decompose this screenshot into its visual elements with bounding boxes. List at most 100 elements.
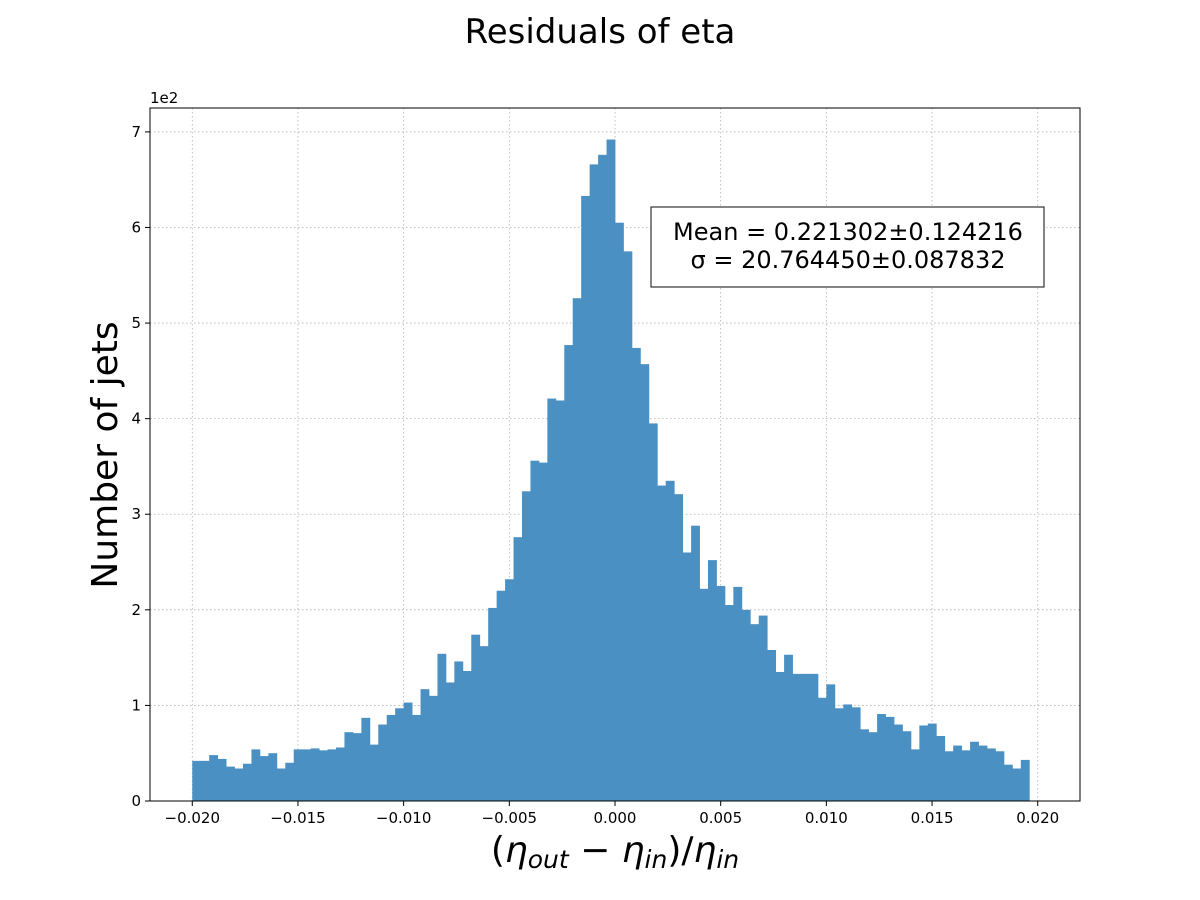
histogram-bar (209, 755, 219, 801)
histogram-bar (995, 751, 1005, 801)
y-tick-label: 5 (131, 314, 141, 332)
y-scale-label: 1e2 (150, 89, 178, 107)
chart-title: Residuals of eta (464, 12, 736, 52)
histogram-bar (369, 744, 379, 801)
histogram-bar (344, 732, 354, 801)
histogram-bar (429, 695, 438, 801)
histogram-bar (538, 462, 548, 801)
histogram-bar (809, 673, 819, 801)
ticks-layer: −0.020 −0.015 −0.010 −0.005 0.000 0.005 0.010 0… (131, 123, 1059, 827)
x-tick-label: 0.020 (1016, 809, 1059, 827)
histogram-bar (970, 741, 979, 801)
histogram-bar (657, 485, 667, 801)
stats-box: Mean = 0.221302±0.124216 σ = 20.764450±0… (650, 206, 1045, 288)
histogram-bar (217, 758, 227, 801)
x-tick-label: 0.000 (594, 809, 637, 827)
histogram-bar (784, 654, 793, 801)
histogram-bar (699, 588, 709, 801)
y-tick-label: 0 (131, 792, 141, 810)
histogram-bar (1012, 768, 1022, 801)
histogram-bar (894, 724, 903, 801)
x-tick-label: −0.005 (482, 809, 538, 827)
histogram-bar (817, 697, 827, 801)
histogram-bar (615, 222, 624, 802)
histogram-bar (462, 671, 472, 801)
histogram-bar (479, 646, 489, 801)
histogram-bar (665, 480, 675, 801)
histogram-bar (361, 717, 371, 801)
histogram-bar (750, 624, 760, 801)
y-axis-label: Number of jets (85, 321, 126, 588)
histogram-bar (555, 400, 565, 801)
x-tick-label: −0.020 (165, 809, 221, 827)
histogram-bar (885, 716, 895, 801)
x-tick-label: 0.005 (699, 809, 742, 827)
histogram-bar (386, 714, 396, 801)
histogram-bar (724, 605, 734, 801)
histogram-bar (877, 714, 886, 801)
histogram-bar (454, 661, 464, 801)
histogram-bar (623, 251, 633, 802)
histogram-bar (513, 537, 523, 801)
histogram-bar (1003, 764, 1013, 801)
histogram-bar (961, 750, 971, 801)
histogram-bar (378, 724, 388, 801)
histogram-bar (488, 607, 498, 801)
y-tick-label: 6 (131, 218, 141, 236)
histogram-bar (268, 753, 278, 801)
histogram-bar (843, 704, 853, 801)
histogram-bar (648, 423, 658, 801)
histogram-bar (522, 491, 531, 801)
histogram-bar (792, 673, 802, 801)
histogram-bar (403, 702, 413, 801)
histogram-bar (276, 768, 286, 801)
x-tick-label: −0.015 (270, 809, 326, 827)
histogram-bar (445, 682, 455, 801)
x-tick-label: 0.015 (911, 809, 954, 827)
histogram-bar (868, 732, 878, 801)
histogram-bar (564, 345, 574, 801)
histogram-bar (860, 729, 870, 801)
histogram-bar (420, 689, 430, 801)
stats-mean-text: Mean = 0.221302±0.124216 (673, 218, 1023, 246)
y-tick-label: 7 (131, 123, 141, 141)
histogram-bar (953, 745, 963, 801)
histogram-bar (936, 736, 946, 801)
histogram-bar (927, 723, 937, 801)
histogram-bar (640, 364, 650, 801)
bars-layer (192, 139, 1030, 802)
histogram-bar (547, 398, 557, 801)
x-tick-label: −0.010 (376, 809, 432, 827)
histogram-bar (251, 749, 261, 801)
histogram-bar (589, 164, 599, 801)
histogram-bar (598, 154, 607, 802)
histogram-bar (285, 762, 295, 801)
histogram-bar (471, 634, 481, 801)
histogram-bar (801, 673, 810, 801)
histogram-bar (530, 460, 540, 801)
histogram-bar (336, 747, 345, 801)
histogram-bar (226, 766, 235, 801)
histogram-bar (259, 756, 269, 801)
histogram-bar (327, 749, 337, 801)
histogram-bar (987, 748, 996, 801)
histogram-bar (319, 750, 328, 801)
histogram-bar (741, 609, 751, 801)
histogram-bar (691, 525, 700, 801)
histogram-bar (775, 671, 785, 801)
histogram-bar (910, 749, 920, 801)
stats-box-frame (650, 206, 1045, 288)
histogram-bar (395, 708, 405, 801)
histogram-bar (758, 615, 768, 801)
histogram-bar (412, 714, 421, 801)
histogram-bar (572, 298, 582, 801)
histogram-bar (234, 768, 244, 801)
histogram-bar (352, 733, 362, 801)
y-tick-label: 4 (131, 410, 141, 428)
y-tick-label: 3 (131, 505, 141, 523)
histogram-bar (682, 552, 692, 801)
histogram-bar (944, 751, 954, 801)
histogram-bar (200, 760, 210, 801)
histogram-bar (767, 649, 777, 801)
